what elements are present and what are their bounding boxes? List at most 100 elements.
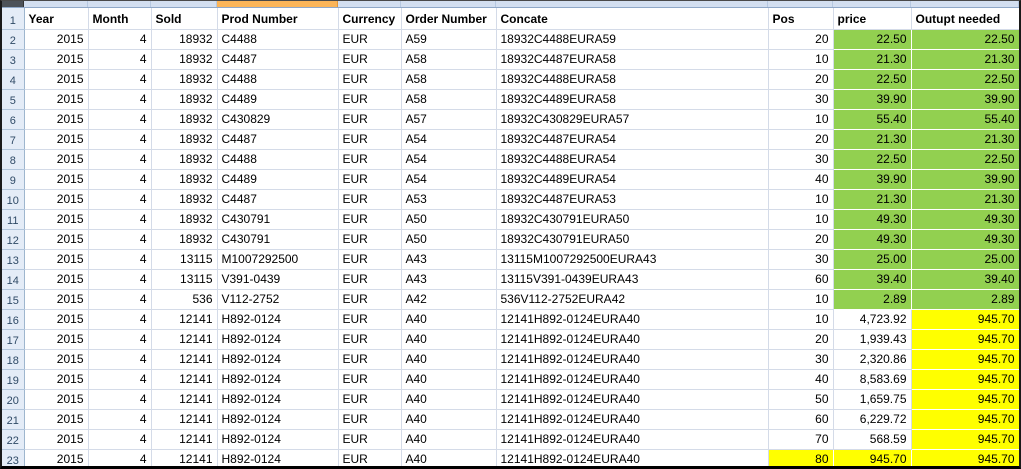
cell-price[interactable]: 6,229.72 [833,409,912,430]
cell-output[interactable]: 945.70 [911,429,1019,450]
cell-price[interactable]: 21.30 [833,129,912,150]
cell-sold[interactable]: 18932 [151,109,218,130]
row-header-23[interactable]: 23 [2,449,25,466]
cell-pos[interactable]: 60 [768,409,834,430]
cell-month[interactable]: 4 [88,149,152,170]
cell-prod[interactable]: H892-0124 [217,369,339,390]
cell-pos[interactable]: 40 [768,169,834,190]
cell-prod[interactable]: H892-0124 [217,429,339,450]
header-cell-month[interactable]: Month [88,8,152,30]
cell-price[interactable]: 22.50 [833,149,912,170]
row-header-8[interactable]: 8 [2,149,25,170]
column-header-C[interactable]: C [151,1,217,7]
cell-sold[interactable]: 12141 [151,329,218,350]
cell-currency[interactable]: EUR [338,49,402,70]
cell-concate[interactable]: 18932C430791EURA50 [496,209,769,230]
cell-output[interactable]: 39.90 [911,169,1019,190]
cell-prod[interactable]: C4488 [217,69,339,90]
row-header-11[interactable]: 11 [2,209,25,230]
cell-output[interactable]: 21.30 [911,129,1019,150]
cell-order[interactable]: A57 [401,109,497,130]
cell-concate[interactable]: 12141H892-0124EURA40 [496,349,769,370]
cell-prod[interactable]: H892-0124 [217,309,339,330]
cell-output[interactable]: 22.50 [911,149,1019,170]
cell-price[interactable]: 945.70 [833,449,912,466]
cell-sold[interactable]: 18932 [151,229,218,250]
cell-price[interactable]: 49.30 [833,229,912,250]
column-header-D[interactable]: D [217,1,338,7]
row-header-19[interactable]: 19 [2,369,25,390]
cell-pos[interactable]: 30 [768,249,834,270]
cell-concate[interactable]: 12141H892-0124EURA40 [496,429,769,450]
cell-month[interactable]: 4 [88,69,152,90]
cell-month[interactable]: 4 [88,249,152,270]
cell-month[interactable]: 4 [88,229,152,250]
cell-pos[interactable]: 10 [768,109,834,130]
row-header-1[interactable]: 1 [2,8,25,30]
row-header-12[interactable]: 12 [2,229,25,250]
cell-sold[interactable]: 12141 [151,349,218,370]
cell-order[interactable]: A50 [401,209,497,230]
row-header-13[interactable]: 13 [2,249,25,270]
cell-concate[interactable]: 12141H892-0124EURA40 [496,409,769,430]
cell-price[interactable]: 21.30 [833,189,912,210]
cell-output[interactable]: 945.70 [911,329,1019,350]
cell-sold[interactable]: 12141 [151,409,218,430]
cell-sold[interactable]: 18932 [151,49,218,70]
row-header-5[interactable]: 5 [2,89,25,110]
cell-currency[interactable]: EUR [338,29,402,50]
header-cell-concate[interactable]: Concate [496,8,769,30]
cell-currency[interactable]: EUR [338,349,402,370]
cell-pos[interactable]: 50 [768,389,834,410]
cell-concate[interactable]: 18932C4487EURA54 [496,129,769,150]
cell-pos[interactable]: 40 [768,369,834,390]
cell-price[interactable]: 55.40 [833,109,912,130]
cell-price[interactable]: 49.30 [833,209,912,230]
row-header-16[interactable]: 16 [2,309,25,330]
cell-sold[interactable]: 12141 [151,309,218,330]
cell-year[interactable]: 2015 [24,49,89,70]
cell-sold[interactable]: 18932 [151,149,218,170]
cell-currency[interactable]: EUR [338,229,402,250]
row-header-4[interactable]: 4 [2,69,25,90]
cell-pos[interactable]: 10 [768,49,834,70]
cell-price[interactable]: 4,723.92 [833,309,912,330]
cell-year[interactable]: 2015 [24,149,89,170]
cell-year[interactable]: 2015 [24,209,89,230]
column-header-H[interactable]: H [768,1,833,7]
cell-prod[interactable]: C4487 [217,129,339,150]
cell-price[interactable]: 1,659.75 [833,389,912,410]
cell-year[interactable]: 2015 [24,29,89,50]
cell-currency[interactable]: EUR [338,389,402,410]
cell-order[interactable]: A40 [401,429,497,450]
cell-output[interactable]: 25.00 [911,249,1019,270]
cell-currency[interactable]: EUR [338,429,402,450]
header-cell-year[interactable]: Year [24,8,89,30]
cell-price[interactable]: 39.90 [833,169,912,190]
cell-prod[interactable]: C4487 [217,49,339,70]
cell-price[interactable]: 39.90 [833,89,912,110]
cell-price[interactable]: 2,320.86 [833,349,912,370]
row-header-3[interactable]: 3 [2,49,25,70]
cell-sold[interactable]: 12141 [151,389,218,410]
cell-concate[interactable]: 13115V391-0439EURA43 [496,269,769,290]
cell-sold[interactable]: 18932 [151,69,218,90]
cell-concate[interactable]: 18932C4487EURA58 [496,49,769,70]
cell-output[interactable]: 49.30 [911,229,1019,250]
cell-prod[interactable]: C4488 [217,29,339,50]
cell-year[interactable]: 2015 [24,389,89,410]
cell-pos[interactable]: 30 [768,349,834,370]
cell-pos[interactable]: 80 [768,449,834,466]
cell-currency[interactable]: EUR [338,89,402,110]
cell-currency[interactable]: EUR [338,309,402,330]
cell-year[interactable]: 2015 [24,189,89,210]
row-header-15[interactable]: 15 [2,289,25,310]
cell-year[interactable]: 2015 [24,129,89,150]
cell-year[interactable]: 2015 [24,249,89,270]
cell-year[interactable]: 2015 [24,69,89,90]
cell-price[interactable]: 25.00 [833,249,912,270]
cell-sold[interactable]: 18932 [151,169,218,190]
cell-sold[interactable]: 12141 [151,429,218,450]
cell-order[interactable]: A58 [401,69,497,90]
cell-prod[interactable]: H892-0124 [217,449,339,466]
